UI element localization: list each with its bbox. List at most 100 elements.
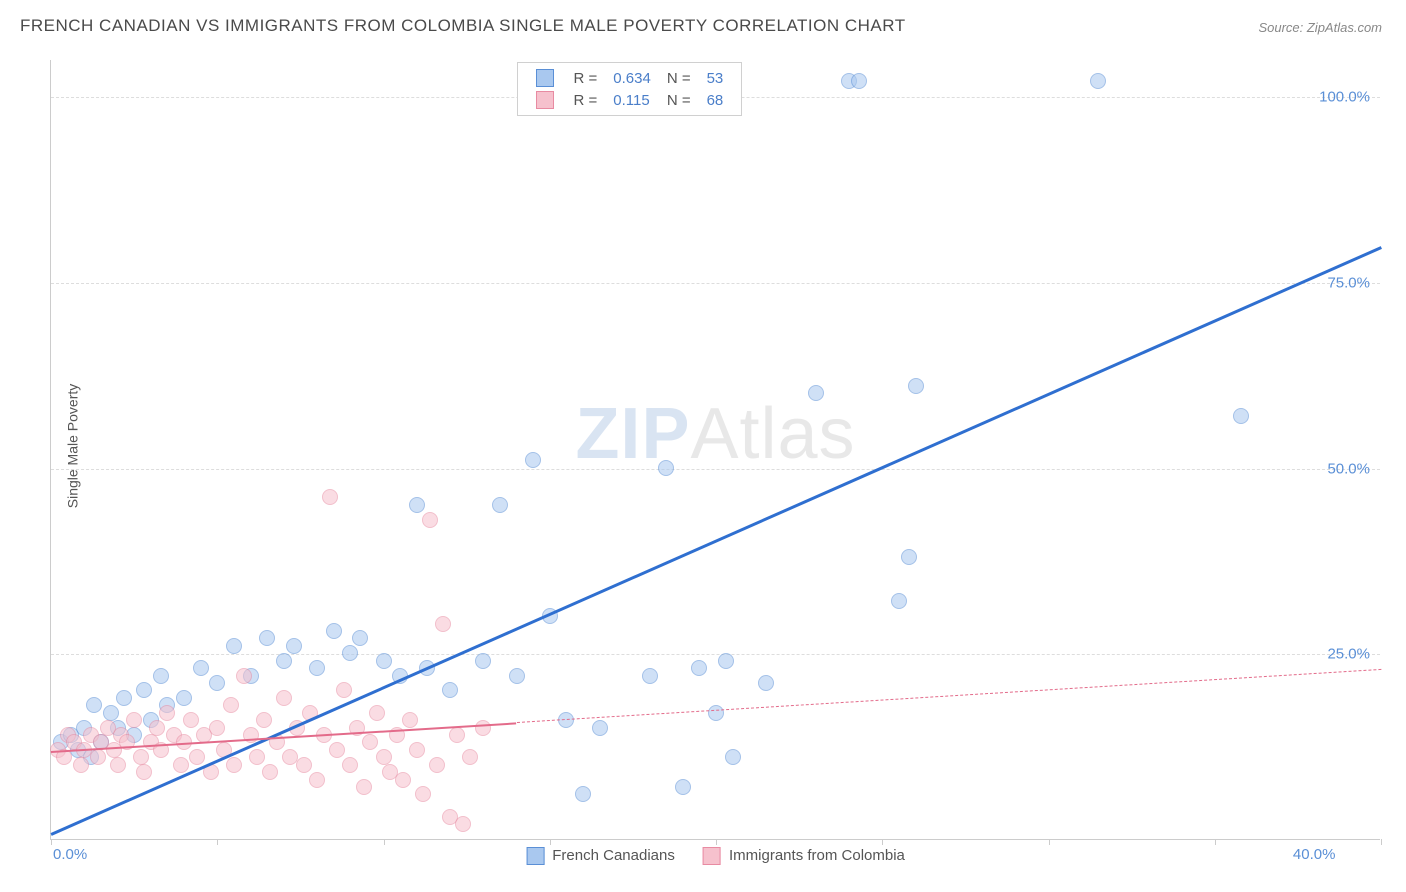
- scatter-point: [429, 757, 445, 773]
- x-tick-mark: [716, 839, 717, 845]
- scatter-point: [136, 764, 152, 780]
- scatter-point: [675, 779, 691, 795]
- legend-series: French Canadians Immigrants from Colombi…: [512, 847, 919, 865]
- scatter-point: [209, 720, 225, 736]
- gridline: [51, 283, 1380, 284]
- scatter-point: [395, 772, 411, 788]
- scatter-point: [276, 690, 292, 706]
- scatter-point: [126, 712, 142, 728]
- y-tick-label: 25.0%: [1327, 646, 1370, 663]
- scatter-point: [133, 749, 149, 765]
- scatter-point: [901, 549, 917, 565]
- scatter-point: [592, 720, 608, 736]
- scatter-point: [309, 660, 325, 676]
- scatter-point: [262, 764, 278, 780]
- y-tick-label: 75.0%: [1327, 274, 1370, 291]
- scatter-point: [1090, 73, 1106, 89]
- legend-item: Immigrants from Colombia: [703, 847, 905, 864]
- r-label: R =: [566, 89, 606, 111]
- scatter-point: [356, 779, 372, 795]
- scatter-point: [851, 73, 867, 89]
- n-label: N =: [659, 67, 699, 89]
- legend-label: Immigrants from Colombia: [729, 847, 905, 864]
- x-tick-mark: [217, 839, 218, 845]
- scatter-point: [462, 749, 478, 765]
- scatter-point: [296, 757, 312, 773]
- scatter-point: [86, 697, 102, 713]
- scatter-point: [415, 786, 431, 802]
- scatter-point: [442, 682, 458, 698]
- plot-area: ZIPAtlas 25.0%50.0%75.0%100.0%0.0%40.0%R…: [50, 60, 1380, 840]
- legend-item: French Canadians: [526, 847, 675, 864]
- scatter-point: [808, 385, 824, 401]
- scatter-point: [376, 653, 392, 669]
- scatter-point: [449, 727, 465, 743]
- scatter-point: [525, 452, 541, 468]
- x-tick-mark: [51, 839, 52, 845]
- scatter-point: [342, 757, 358, 773]
- scatter-point: [475, 720, 491, 736]
- n-label: N =: [659, 89, 699, 111]
- scatter-point: [455, 816, 471, 832]
- scatter-point: [209, 675, 225, 691]
- chart-title: FRENCH CANADIAN VS IMMIGRANTS FROM COLOM…: [20, 16, 906, 36]
- x-tick-label: 40.0%: [1293, 846, 1336, 863]
- r-value: 0.634: [605, 67, 659, 89]
- x-tick-label: 0.0%: [53, 846, 87, 863]
- x-tick-mark: [1215, 839, 1216, 845]
- scatter-point: [226, 638, 242, 654]
- scatter-point: [249, 749, 265, 765]
- n-value: 53: [699, 67, 732, 89]
- r-label: R =: [566, 67, 606, 89]
- watermark: ZIPAtlas: [575, 393, 855, 475]
- y-tick-label: 100.0%: [1319, 89, 1370, 106]
- scatter-point: [422, 512, 438, 528]
- scatter-point: [90, 749, 106, 765]
- scatter-point: [309, 772, 325, 788]
- scatter-point: [409, 742, 425, 758]
- x-tick-mark: [882, 839, 883, 845]
- scatter-point: [642, 668, 658, 684]
- trend-line: [50, 246, 1381, 835]
- r-value: 0.115: [605, 89, 659, 111]
- watermark-zip: ZIP: [575, 394, 690, 474]
- source-attribution: Source: ZipAtlas.com: [1258, 20, 1382, 35]
- scatter-point: [103, 705, 119, 721]
- gridline: [51, 654, 1380, 655]
- x-tick-mark: [1049, 839, 1050, 845]
- scatter-point: [110, 757, 126, 773]
- legend-swatch: [536, 69, 554, 87]
- x-tick-mark: [1381, 839, 1382, 845]
- scatter-point: [73, 757, 89, 773]
- scatter-point: [276, 653, 292, 669]
- scatter-point: [322, 489, 338, 505]
- gridline: [51, 469, 1380, 470]
- scatter-point: [575, 786, 591, 802]
- scatter-point: [183, 712, 199, 728]
- scatter-point: [402, 712, 418, 728]
- scatter-point: [336, 682, 352, 698]
- scatter-point: [1233, 408, 1249, 424]
- watermark-atlas: Atlas: [690, 394, 855, 474]
- scatter-point: [193, 660, 209, 676]
- legend-swatch: [526, 847, 544, 865]
- scatter-point: [725, 749, 741, 765]
- scatter-point: [509, 668, 525, 684]
- scatter-point: [286, 638, 302, 654]
- scatter-point: [116, 690, 132, 706]
- scatter-point: [149, 720, 165, 736]
- scatter-point: [352, 630, 368, 646]
- scatter-point: [435, 616, 451, 632]
- scatter-point: [236, 668, 252, 684]
- legend-stats: R =0.634N =53R =0.115N =68: [517, 62, 743, 116]
- scatter-point: [226, 757, 242, 773]
- scatter-point: [159, 705, 175, 721]
- scatter-point: [691, 660, 707, 676]
- legend-label: French Canadians: [552, 847, 675, 864]
- scatter-point: [908, 378, 924, 394]
- scatter-point: [718, 653, 734, 669]
- scatter-point: [758, 675, 774, 691]
- scatter-point: [658, 460, 674, 476]
- y-tick-label: 50.0%: [1327, 460, 1370, 477]
- scatter-point: [369, 705, 385, 721]
